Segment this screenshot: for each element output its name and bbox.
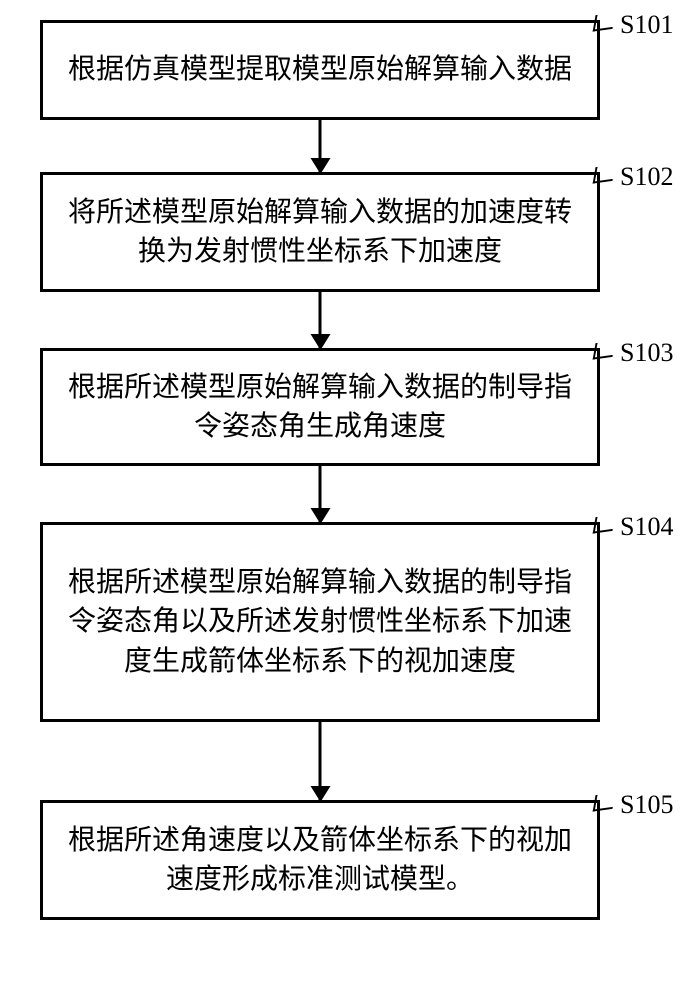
arrow-1-2 xyxy=(319,120,322,172)
node-text: 将所述模型原始解算输入数据的加速度转换为发射惯性坐标系下加速度 xyxy=(55,193,585,271)
flow-node-s102: 将所述模型原始解算输入数据的加速度转换为发射惯性坐标系下加速度 xyxy=(40,172,600,292)
node-label-s103: S103 xyxy=(620,338,673,368)
node-label-s105: S105 xyxy=(620,790,673,820)
node-text: 根据所述角速度以及箭体坐标系下的视加速度形成标准测试模型。 xyxy=(55,821,585,899)
node-label-s102: S102 xyxy=(620,162,673,192)
tick-mark xyxy=(593,340,616,359)
flow-node-s101: 根据仿真模型提取模型原始解算输入数据 xyxy=(40,20,600,120)
node-label-s101: S101 xyxy=(620,10,673,40)
node-label-s104: S104 xyxy=(620,512,673,542)
node-text: 根据仿真模型提取模型原始解算输入数据 xyxy=(68,50,572,89)
arrow-2-3 xyxy=(319,292,322,348)
arrow-4-5 xyxy=(319,722,322,800)
tick-mark xyxy=(593,12,616,31)
arrow-3-4 xyxy=(319,466,322,522)
tick-mark xyxy=(593,514,616,533)
flow-node-s105: 根据所述角速度以及箭体坐标系下的视加速度形成标准测试模型。 xyxy=(40,800,600,920)
tick-mark xyxy=(593,164,616,183)
tick-mark xyxy=(593,792,616,811)
flowchart-container: 根据仿真模型提取模型原始解算输入数据 S101 将所述模型原始解算输入数据的加速… xyxy=(0,0,693,1000)
flow-node-s103: 根据所述模型原始解算输入数据的制导指令姿态角生成角速度 xyxy=(40,348,600,466)
flow-node-s104: 根据所述模型原始解算输入数据的制导指令姿态角以及所述发射惯性坐标系下加速度生成箭… xyxy=(40,522,600,722)
node-text: 根据所述模型原始解算输入数据的制导指令姿态角以及所述发射惯性坐标系下加速度生成箭… xyxy=(55,563,585,681)
node-text: 根据所述模型原始解算输入数据的制导指令姿态角生成角速度 xyxy=(55,368,585,446)
